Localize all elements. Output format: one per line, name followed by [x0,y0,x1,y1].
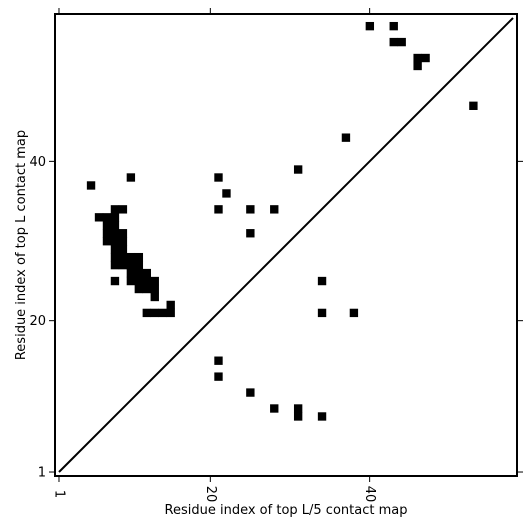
contact-cell [222,189,231,198]
contact-cell [126,268,136,278]
contact-cell [413,53,422,63]
contact-cell [142,268,151,278]
contact-cell [110,213,120,222]
y-tick-label: 20 [29,314,46,329]
contact-cell [270,404,279,413]
contact-cell [397,37,406,47]
contact-cell [421,53,430,63]
contact-cell [134,268,144,278]
contact-cell [118,237,128,246]
contact-cell [214,205,223,214]
contact-cell [150,308,159,318]
contact-cell [270,205,279,214]
contact-cell [86,181,96,190]
contact-cell [158,308,167,318]
contact-cell [102,229,112,238]
contact-cell [246,388,255,397]
x-axis-label: Residue index of top L/5 contact map [165,503,408,518]
contact-cell [246,205,255,214]
contact-cell [110,205,120,214]
contact-cell [102,221,112,230]
contact-cell [110,245,120,254]
contact-cell [341,133,351,142]
contact-cell [110,252,120,262]
contact-cell [134,284,144,294]
contact-cell [110,260,120,270]
contact-cell [118,252,128,262]
contact-cell [142,276,151,286]
contact-cell [389,37,398,47]
contact-cell [317,412,327,421]
contact-cell [126,173,136,182]
y-tick-label: 40 [29,155,46,170]
contact-cell [118,260,128,270]
y-tick-label: 1 [38,466,46,481]
contact-cell [214,356,223,365]
contact-cell [142,308,151,318]
contact-cell [150,276,159,286]
x-tick-label: 1 [51,490,66,498]
x-tick-label: 20 [203,486,218,503]
contact-cell [389,21,398,31]
contact-cell [110,237,120,246]
x-tick-label: 40 [362,486,377,503]
contact-cell [110,221,120,230]
contact-cell [126,276,136,286]
contact-cell [150,292,159,302]
contact-cell [134,252,144,262]
contact-cell [126,260,136,270]
contact-cell [365,21,375,31]
contact-cell [317,276,327,286]
contact-cell [293,165,303,174]
plot-frame [54,13,518,477]
contact-cell [142,284,151,294]
contact-cell [317,308,327,318]
contact-cell [246,229,255,238]
contact-cell [134,276,144,286]
contact-cell [118,229,128,238]
contact-cell [126,252,136,262]
contact-cell [349,308,359,318]
contact-cell [118,245,128,254]
contact-cell [102,237,112,246]
contact-cell [413,61,422,71]
contact-cell [118,205,128,214]
contact-cells [86,21,478,421]
contact-cell [110,229,120,238]
contact-cell [214,173,223,182]
axis-ticks: 1 20 40 1 20 40 [29,8,523,502]
contact-cell [166,308,175,318]
diagonal-line [58,17,514,473]
y-axis-label: Residue index of top L contact map [14,130,29,360]
contact-cell [293,404,303,413]
contact-cell [110,276,120,286]
contact-cell [94,213,104,222]
contact-cell [214,372,223,381]
contact-cell [293,412,303,421]
contact-cell [166,300,175,310]
contact-cell [134,260,144,270]
contact-cell [150,284,159,294]
contact-cell [469,101,478,110]
contact-cell [102,213,112,222]
